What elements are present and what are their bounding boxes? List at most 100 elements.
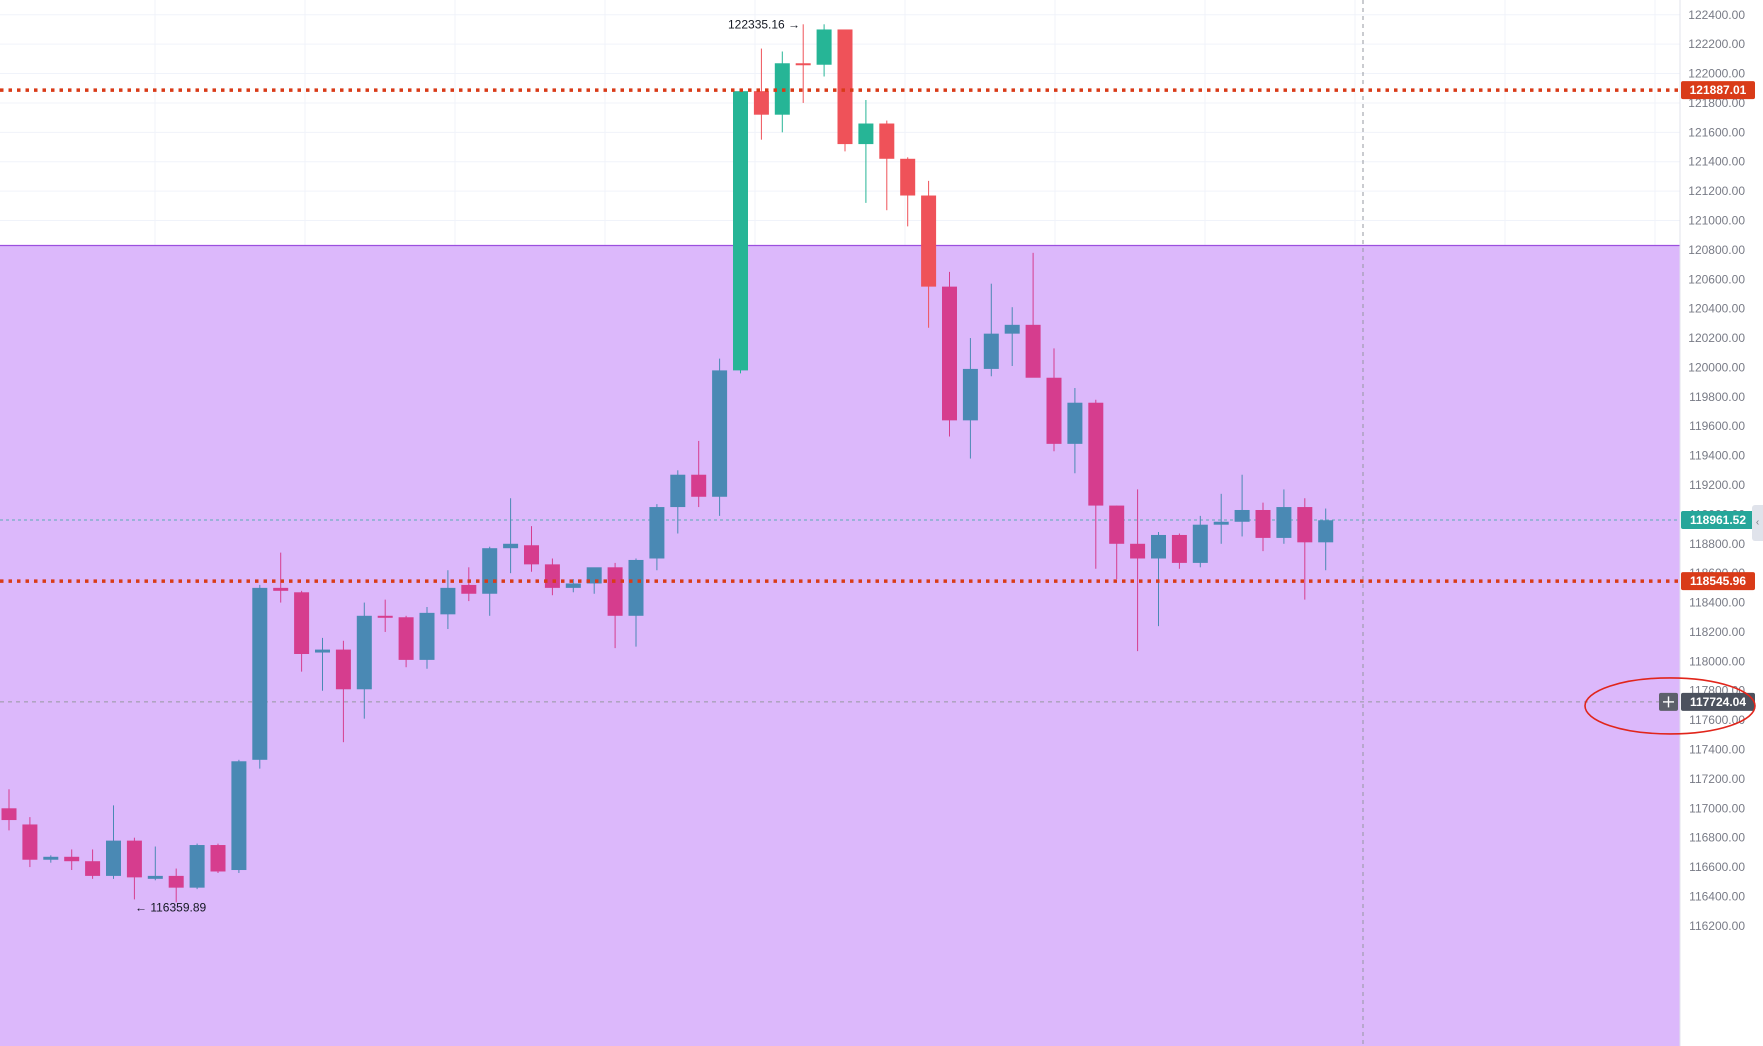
candle-body[interactable] <box>1276 507 1292 538</box>
candle-body[interactable] <box>1004 324 1020 334</box>
price-axis-tick-label: 117600.00 <box>1689 713 1745 727</box>
price-axis-tick-label: 117000.00 <box>1689 801 1745 815</box>
candle-body[interactable] <box>628 559 644 616</box>
level-price-tag-label: 121887.01 <box>1690 83 1747 97</box>
candle-body[interactable] <box>126 840 142 878</box>
price-axis-tick-label: 118400.00 <box>1689 596 1745 610</box>
price-axis-tick-label: 117400.00 <box>1689 743 1745 757</box>
candle-body[interactable] <box>1192 524 1208 563</box>
candle-body[interactable] <box>398 617 414 660</box>
candle-body[interactable] <box>983 333 999 369</box>
high-price-annotation: 122335.16 → <box>728 17 800 31</box>
candle-body[interactable] <box>733 91 748 371</box>
candle-body[interactable] <box>1130 543 1146 559</box>
candle-body[interactable] <box>461 584 477 594</box>
price-axis-tick-label: 121200.00 <box>1688 184 1745 198</box>
candle-body[interactable] <box>1255 509 1271 538</box>
candle-body[interactable] <box>858 123 874 145</box>
candle-body[interactable] <box>607 567 623 616</box>
level-price-tag-background <box>1681 81 1755 100</box>
candle-body[interactable] <box>670 474 686 508</box>
candle-body[interactable] <box>419 612 435 660</box>
last-price-tag-label: 118961.52 <box>1690 513 1746 527</box>
price-axis-tick-label: 122400.00 <box>1688 8 1745 22</box>
candle-body[interactable] <box>962 368 978 421</box>
candle-body[interactable] <box>356 615 372 690</box>
price-axis-tick-label: 119400.00 <box>1689 449 1745 463</box>
candle-body[interactable] <box>231 761 247 871</box>
level-price-tag-background <box>1681 572 1755 591</box>
candle-body[interactable] <box>168 875 184 888</box>
candle-body[interactable] <box>942 286 957 421</box>
candle-body[interactable] <box>503 543 519 549</box>
candle-body[interactable] <box>43 856 59 860</box>
candle-body[interactable] <box>440 587 456 615</box>
price-axis-tick-label: 119800.00 <box>1689 390 1745 404</box>
price-axis-tick-label: 120200.00 <box>1688 331 1745 345</box>
candle-body[interactable] <box>1109 505 1125 544</box>
price-axis-tick-label: 120800.00 <box>1688 243 1745 257</box>
price-axis-tick-label: 121600.00 <box>1688 125 1745 139</box>
candle-body[interactable] <box>816 29 832 65</box>
candle-body[interactable] <box>273 587 289 591</box>
price-axis-tick-label: 122000.00 <box>1688 67 1745 81</box>
price-axis-tick-label: 116200.00 <box>1689 919 1745 933</box>
candle-body[interactable] <box>1171 534 1187 563</box>
candle-body[interactable] <box>147 875 163 879</box>
candle-body[interactable] <box>1297 507 1313 543</box>
candle-body[interactable] <box>1025 324 1041 378</box>
candle-body[interactable] <box>1 808 17 821</box>
candle-body[interactable] <box>565 583 581 588</box>
candle-body[interactable] <box>712 370 728 497</box>
price-axis-collapse-handle[interactable]: ‹ <box>1752 505 1763 541</box>
candle-body[interactable] <box>482 548 498 594</box>
candle-body[interactable] <box>524 545 539 565</box>
candle-body[interactable] <box>1234 509 1250 522</box>
candle-body[interactable] <box>252 587 268 760</box>
price-axis-tick-label: 118000.00 <box>1689 654 1745 668</box>
candle-body[interactable] <box>879 123 895 159</box>
candle-body[interactable] <box>753 91 769 115</box>
candle-body[interactable] <box>1088 402 1104 506</box>
candle-body[interactable] <box>900 158 916 196</box>
low-price-annotation: ← 116359.89 <box>135 900 206 914</box>
price-axis-tick-label: 121000.00 <box>1688 214 1745 228</box>
candle-body[interactable] <box>315 649 330 653</box>
candle-body[interactable] <box>189 845 205 888</box>
candle-body[interactable] <box>837 29 853 145</box>
crosshair-price-tag-label: 117724.04 <box>1690 695 1746 709</box>
candle-body[interactable] <box>691 474 707 497</box>
candle-body[interactable] <box>1067 402 1083 444</box>
shaded-zone[interactable] <box>0 245 1680 1046</box>
highlight-ellipse <box>1584 677 1756 735</box>
candle-body[interactable] <box>1151 534 1166 559</box>
level-price-tag-label: 118545.96 <box>1690 574 1746 588</box>
price-axis-tick-label: 120400.00 <box>1688 302 1745 316</box>
candle-body[interactable] <box>1046 377 1062 444</box>
candle-body[interactable] <box>1318 520 1334 543</box>
candle-body[interactable] <box>649 507 665 559</box>
price-axis-tick-label: 121800.00 <box>1688 96 1745 110</box>
candle-body[interactable] <box>64 856 80 862</box>
candle-body[interactable] <box>85 861 101 876</box>
price-axis-tick-label: 120600.00 <box>1688 272 1745 286</box>
price-axis-tick-label: 116600.00 <box>1689 860 1745 874</box>
candle-body[interactable] <box>335 649 351 690</box>
candle-body[interactable] <box>22 824 38 860</box>
price-axis-tick-label: 119200.00 <box>1689 478 1745 492</box>
candle-body[interactable] <box>210 845 226 872</box>
price-axis-tick-label: 122200.00 <box>1688 37 1745 51</box>
crosshair-price-tag-background <box>1681 692 1755 711</box>
candle-body[interactable] <box>294 592 310 655</box>
price-axis-tick-label: 116800.00 <box>1689 831 1745 845</box>
candle-body[interactable] <box>921 195 937 287</box>
candle-body[interactable] <box>1213 521 1229 525</box>
price-axis-tick-label: 116400.00 <box>1689 889 1745 903</box>
candle-body[interactable] <box>106 840 121 876</box>
candle-body[interactable] <box>795 63 811 66</box>
price-axis-tick-label: 117200.00 <box>1689 772 1745 786</box>
candle-body[interactable] <box>544 564 560 588</box>
candle-body[interactable] <box>377 615 393 618</box>
